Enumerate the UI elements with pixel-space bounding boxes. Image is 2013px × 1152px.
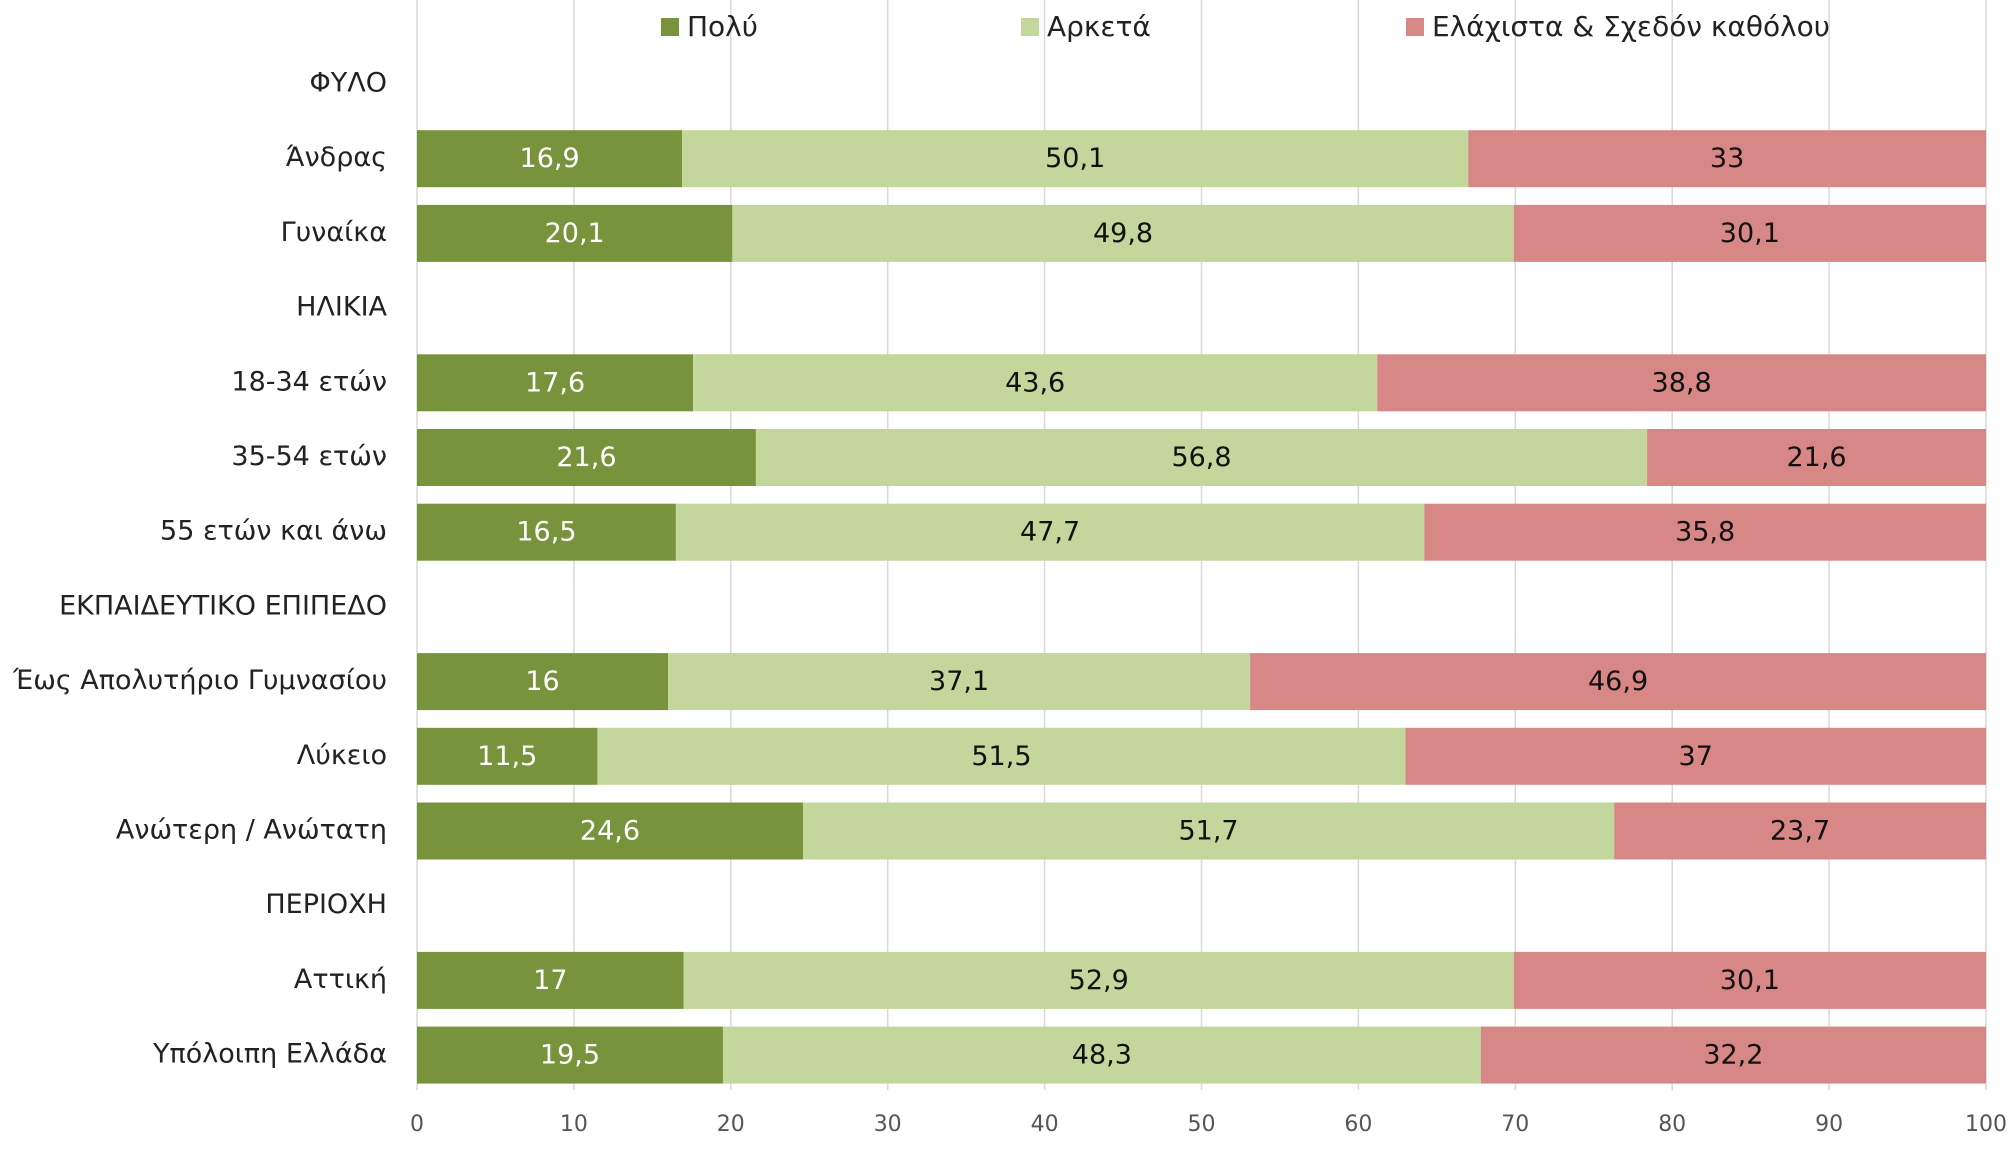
data-label: 38,8 — [1652, 367, 1712, 398]
data-label: 23,7 — [1770, 816, 1830, 847]
data-label: 56,8 — [1171, 442, 1231, 473]
bar-segment — [417, 503, 676, 561]
x-tick-label: 80 — [1658, 1112, 1686, 1137]
y-tick-label: Άνδρας — [286, 142, 387, 173]
bar-segment — [683, 951, 1514, 1009]
y-tick-label: Έως Απολυτήριο Γυμνασίου — [12, 665, 387, 696]
y-tick-label: Λύκειο — [297, 740, 387, 771]
data-label: 11,5 — [477, 741, 537, 772]
legend-swatch — [1021, 18, 1039, 36]
bar-segment — [1614, 802, 1986, 860]
x-tick-label: 20 — [717, 1112, 745, 1137]
legend-swatch — [1406, 18, 1424, 36]
data-label: 52,9 — [1069, 965, 1129, 996]
bar-segment — [1480, 1026, 1986, 1084]
data-label: 50,1 — [1045, 143, 1105, 174]
legend-label: Αρκετά — [1047, 10, 1151, 43]
bar-segment — [732, 204, 1514, 262]
bar-segment — [802, 802, 1615, 860]
bar-segment — [417, 130, 683, 188]
x-tick-label: 70 — [1501, 1112, 1529, 1137]
y-tick-label: Αττική — [294, 964, 387, 995]
bar-segment — [682, 130, 1469, 188]
y-tick-label: ΕΚΠΑΙΔΕΥΤΙΚΟ ΕΠΙΠΕΔΟ — [59, 590, 387, 621]
data-label: 17,6 — [525, 367, 585, 398]
data-label: 49,8 — [1093, 218, 1153, 249]
bar-segment — [417, 653, 669, 711]
data-label: 20,1 — [545, 218, 605, 249]
bar-segment — [693, 354, 1378, 412]
bar-segment — [668, 653, 1251, 711]
data-label: 46,9 — [1588, 666, 1648, 697]
data-label: 37 — [1679, 741, 1713, 772]
y-tick-label: Γυναίκα — [281, 217, 387, 248]
y-tick-label: ΗΛΙΚΙΑ — [296, 292, 387, 323]
bar-segment — [1405, 727, 1986, 785]
data-label: 30,1 — [1720, 218, 1780, 249]
data-label: 32,2 — [1703, 1040, 1763, 1071]
bar-segment — [1250, 653, 1986, 711]
bar-segment — [1647, 429, 1986, 486]
data-label: 17 — [533, 965, 567, 996]
data-label: 21,6 — [1786, 442, 1846, 473]
data-label: 51,5 — [971, 741, 1031, 772]
bar-segment — [417, 354, 694, 412]
y-tick-label: ΠΕΡΙΟΧΗ — [265, 889, 387, 920]
y-tick-label: 35-54 ετών — [231, 441, 387, 472]
bar-segment — [722, 1026, 1481, 1084]
x-tick-label: 10 — [560, 1112, 588, 1137]
data-label: 16,5 — [516, 517, 576, 548]
bar-segment — [417, 429, 756, 486]
data-label: 37,1 — [929, 666, 989, 697]
x-tick-label: 90 — [1815, 1112, 1843, 1137]
data-label: 33 — [1710, 143, 1744, 174]
bar-segment — [1513, 204, 1986, 262]
bar-segment — [1513, 951, 1986, 1009]
bar-segment — [1468, 130, 1986, 188]
bar-segment — [417, 951, 684, 1009]
y-tick-label: 18-34 ετών — [231, 366, 387, 397]
data-label: 16,9 — [520, 143, 580, 174]
y-tick-label: Υπόλοιπη Ελλάδα — [152, 1039, 387, 1070]
x-tick-label: 50 — [1188, 1112, 1216, 1137]
bar-segment — [1377, 354, 1986, 412]
x-tick-label: 30 — [874, 1112, 902, 1137]
legend-label: Πολύ — [687, 10, 758, 43]
data-label: 21,6 — [556, 442, 616, 473]
legend-label: Ελάχιστα & Σχεδόν καθόλου — [1432, 10, 1830, 43]
data-label: 48,3 — [1072, 1040, 1132, 1071]
bar-segment — [755, 429, 1648, 486]
x-tick-label: 0 — [410, 1112, 424, 1137]
data-label: 19,5 — [540, 1040, 600, 1071]
x-tick-label: 100 — [1965, 1112, 2007, 1137]
data-label: 47,7 — [1020, 517, 1080, 548]
bar-segment — [675, 503, 1425, 561]
bar-segment — [597, 727, 1406, 785]
x-tick-label: 60 — [1344, 1112, 1372, 1137]
bar-segment — [417, 802, 803, 860]
x-tick-label: 40 — [1031, 1112, 1059, 1137]
legend-swatch — [661, 18, 679, 36]
data-label: 30,1 — [1720, 965, 1780, 996]
bar-segment — [417, 204, 733, 262]
data-label: 43,6 — [1005, 367, 1065, 398]
y-tick-label: 55 ετών και άνω — [160, 516, 387, 547]
bar-segment — [417, 1026, 723, 1084]
bar-segment — [1424, 503, 1986, 561]
data-label: 51,7 — [1178, 816, 1238, 847]
data-label: 35,8 — [1675, 517, 1735, 548]
data-label: 24,6 — [580, 816, 640, 847]
y-tick-label: Ανώτερη / Ανώτατη — [116, 815, 387, 846]
data-label: 16 — [525, 666, 559, 697]
bar-segment — [417, 727, 598, 785]
y-tick-label: ΦΥΛΟ — [310, 68, 387, 99]
